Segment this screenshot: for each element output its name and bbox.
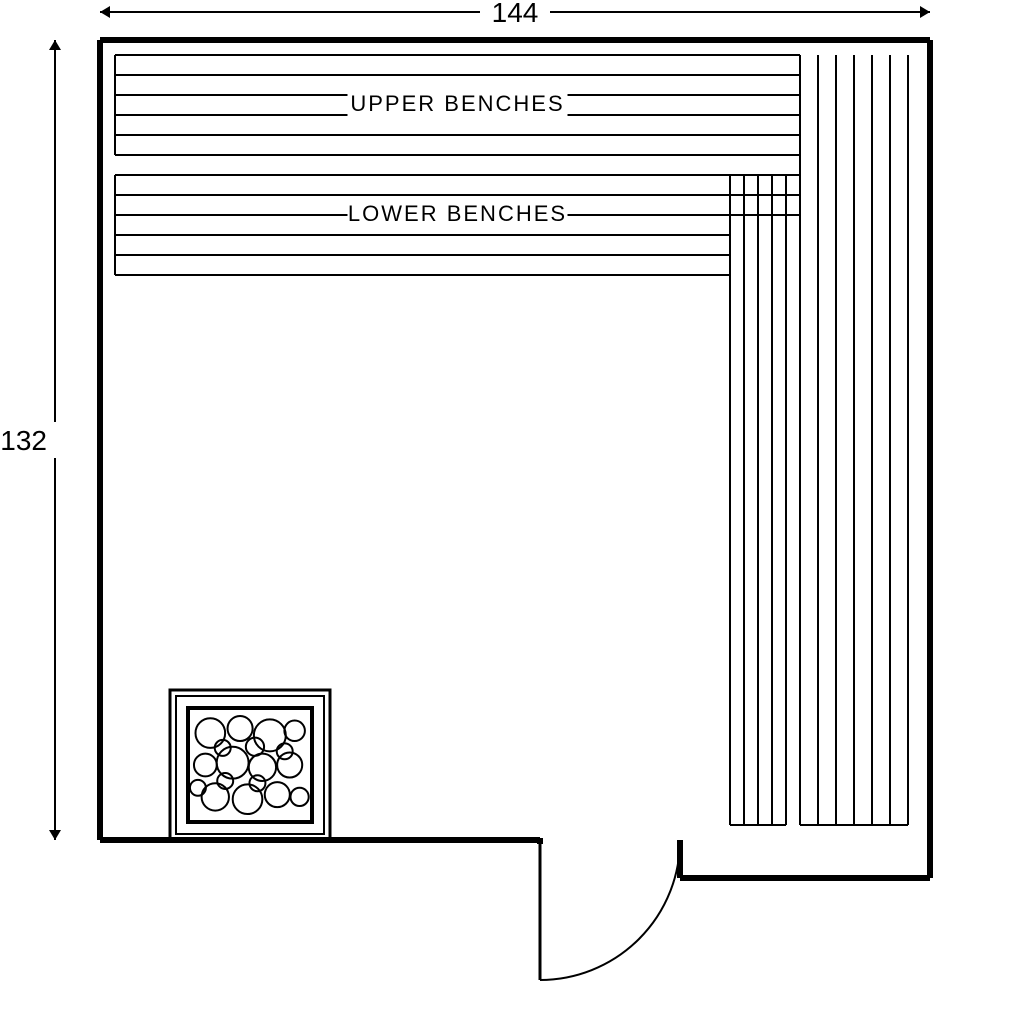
lower-bench-label: LOWER BENCHES xyxy=(348,201,567,226)
width-value: 144 xyxy=(492,0,539,28)
room-outline xyxy=(100,40,930,878)
lower-bench-vertical xyxy=(730,175,786,825)
sauna-floorplan: 144 132 UPPER BENCHES LOWER BENCHES xyxy=(0,0,1024,1024)
heater xyxy=(170,690,330,840)
upper-bench-label: UPPER BENCHES xyxy=(350,91,564,116)
dimension-width: 144 xyxy=(100,0,930,28)
door xyxy=(540,838,680,980)
height-value: 132 xyxy=(0,425,47,456)
upper-bench-vertical xyxy=(800,55,908,825)
dimension-height: 132 xyxy=(0,40,75,840)
